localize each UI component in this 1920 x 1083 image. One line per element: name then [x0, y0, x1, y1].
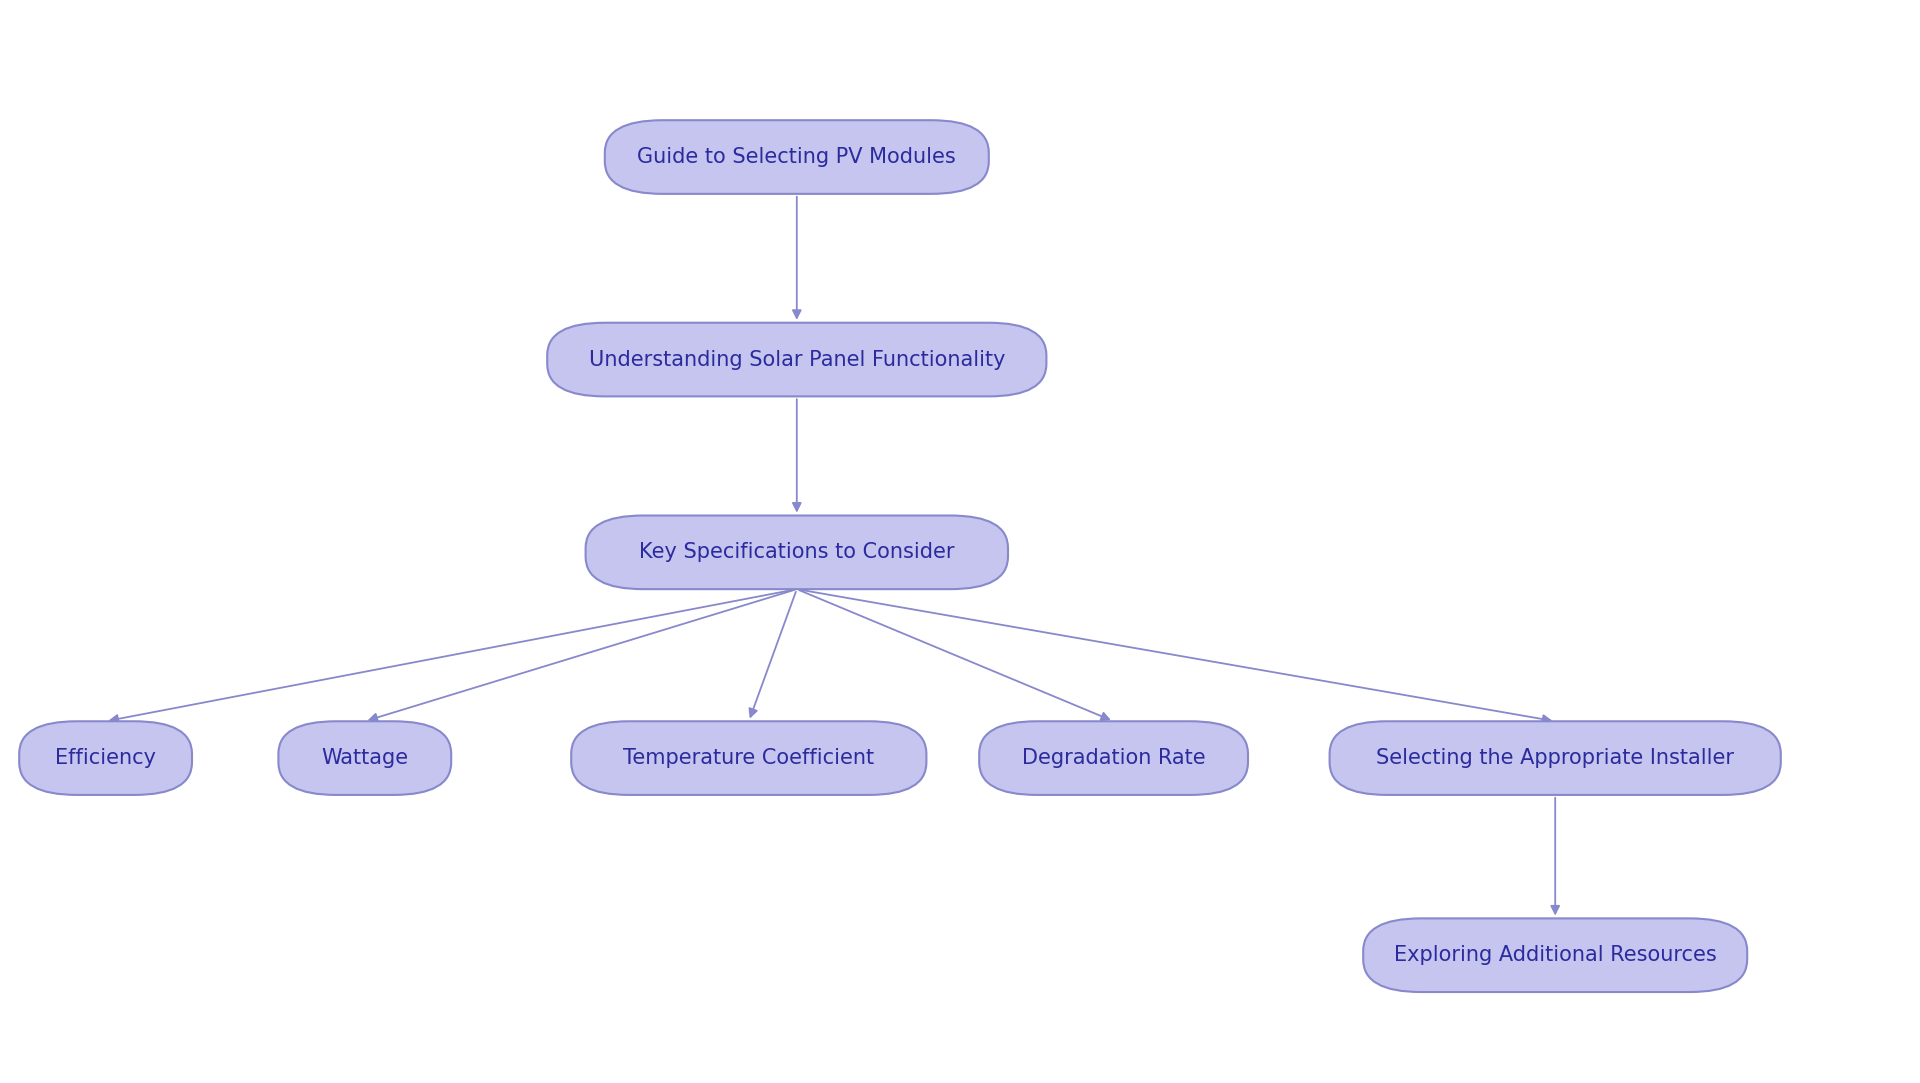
- Text: Exploring Additional Resources: Exploring Additional Resources: [1394, 945, 1716, 965]
- Text: Efficiency: Efficiency: [56, 748, 156, 768]
- FancyBboxPatch shape: [605, 120, 989, 194]
- Text: Guide to Selecting PV Modules: Guide to Selecting PV Modules: [637, 147, 956, 167]
- Text: Key Specifications to Consider: Key Specifications to Consider: [639, 543, 954, 562]
- FancyBboxPatch shape: [572, 721, 925, 795]
- FancyBboxPatch shape: [547, 323, 1046, 396]
- Text: Selecting the Appropriate Installer: Selecting the Appropriate Installer: [1377, 748, 1734, 768]
- Text: Degradation Rate: Degradation Rate: [1021, 748, 1206, 768]
- FancyBboxPatch shape: [19, 721, 192, 795]
- FancyBboxPatch shape: [586, 516, 1008, 589]
- FancyBboxPatch shape: [1331, 721, 1782, 795]
- Text: Understanding Solar Panel Functionality: Understanding Solar Panel Functionality: [589, 350, 1004, 369]
- Text: Temperature Coefficient: Temperature Coefficient: [624, 748, 874, 768]
- FancyBboxPatch shape: [979, 721, 1248, 795]
- Text: Wattage: Wattage: [321, 748, 409, 768]
- FancyBboxPatch shape: [278, 721, 451, 795]
- FancyBboxPatch shape: [1363, 918, 1747, 992]
